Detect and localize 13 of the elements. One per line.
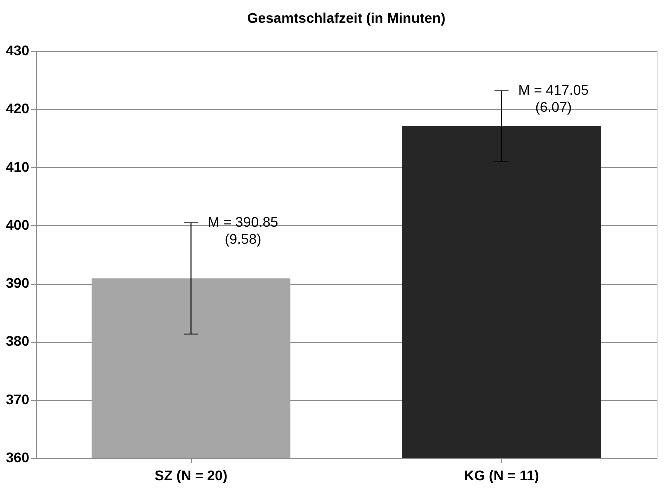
y-tick-label: 400 [6, 216, 30, 233]
y-tick-label: 430 [6, 42, 30, 58]
y-tick-label: 370 [6, 391, 30, 408]
data-label: M = 390.85 (9.58) [208, 214, 279, 247]
x-tick-label: KG (N = 11) [464, 468, 540, 484]
chart-title: Gesamtschlafzeit (in Minuten) [247, 10, 446, 26]
data-label: M = 417.05 (6.07) [518, 82, 590, 115]
y-tick-label: 390 [6, 275, 30, 292]
y-tick-label: 420 [6, 100, 30, 117]
y-tick-label: 360 [6, 450, 30, 466]
y-tick-label: 410 [6, 158, 30, 175]
x-tick-label: SZ (N = 20) [154, 468, 228, 484]
y-tick-label: 380 [6, 333, 30, 350]
